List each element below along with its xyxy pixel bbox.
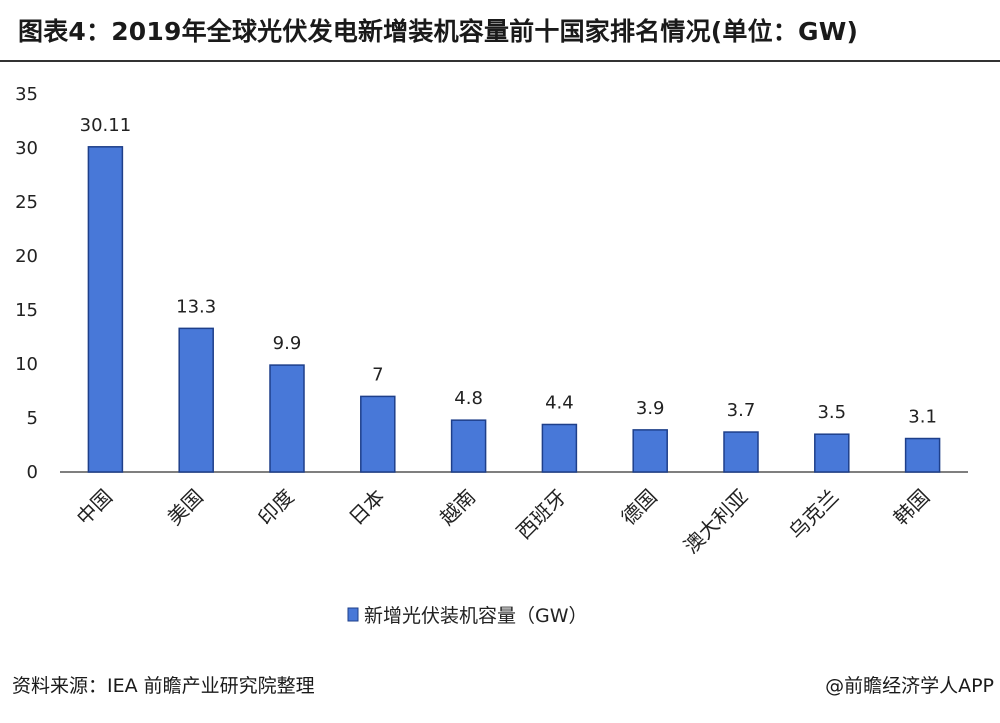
bar [814, 433, 850, 473]
category-label: 印度 [253, 485, 298, 530]
bar-series [87, 146, 941, 473]
y-tick-label: 5 [27, 408, 38, 429]
source-note: 资料来源：IEA 前瞻产业研究院整理 [12, 675, 315, 697]
data-label: 13.3 [176, 296, 216, 317]
category-label: 越南 [435, 485, 480, 530]
legend-swatch [347, 607, 359, 622]
chart-legend: 新增光伏装机容量（GW） [347, 605, 588, 627]
category-label: 西班牙 [512, 485, 571, 544]
y-tick-label: 35 [15, 84, 38, 105]
category-label: 日本 [344, 485, 389, 530]
bar [269, 364, 305, 473]
data-label: 3.5 [817, 402, 846, 423]
bar [178, 327, 214, 473]
y-tick-label: 15 [15, 300, 38, 321]
category-label: 中国 [72, 485, 117, 530]
data-label: 4.8 [454, 388, 483, 409]
title-divider [0, 60, 1000, 62]
y-tick-label: 20 [15, 246, 38, 267]
bar-chart: 0 5 10 15 20 25 30 35 30.11 13.3 9.9 7 4.8 4.4 3.9 3.7… [15, 84, 968, 627]
data-label: 9.9 [273, 333, 302, 354]
data-label: 3.9 [636, 398, 665, 419]
chart-title: 图表4：2019年全球光伏发电新增装机容量前十国家排名情况(单位：GW) [18, 17, 859, 46]
data-label: 3.1 [908, 407, 937, 428]
category-label: 澳大利亚 [679, 485, 753, 559]
data-label: 7 [372, 364, 383, 385]
data-label: 4.4 [545, 392, 574, 413]
data-label: 30.11 [80, 115, 132, 136]
bar [87, 146, 124, 473]
bar [541, 423, 578, 473]
category-label: 美国 [162, 485, 207, 530]
credit-note: @前瞻经济学人APP [825, 675, 994, 697]
legend-label: 新增光伏装机容量（GW） [364, 605, 588, 627]
y-axis-ticks: 0 5 10 15 20 25 30 35 [15, 84, 38, 483]
y-tick-label: 0 [27, 462, 38, 483]
bar [360, 395, 396, 473]
y-tick-label: 25 [15, 192, 38, 213]
data-label: 3.7 [727, 400, 756, 421]
y-tick-label: 30 [15, 138, 38, 159]
category-label: 德国 [616, 485, 661, 530]
category-label: 韩国 [889, 485, 934, 530]
bar [904, 437, 941, 473]
category-labels: 中国 美国 印度 日本 越南 西班牙 德国 澳大利亚 乌克兰 韩国 [72, 485, 934, 559]
bar [632, 429, 668, 473]
bar [450, 419, 487, 473]
y-tick-label: 10 [15, 354, 38, 375]
category-label: 乌克兰 [784, 485, 843, 544]
bar [723, 431, 759, 473]
data-labels: 30.11 13.3 9.9 7 4.8 4.4 3.9 3.7 3.5 3.1 [80, 115, 937, 428]
